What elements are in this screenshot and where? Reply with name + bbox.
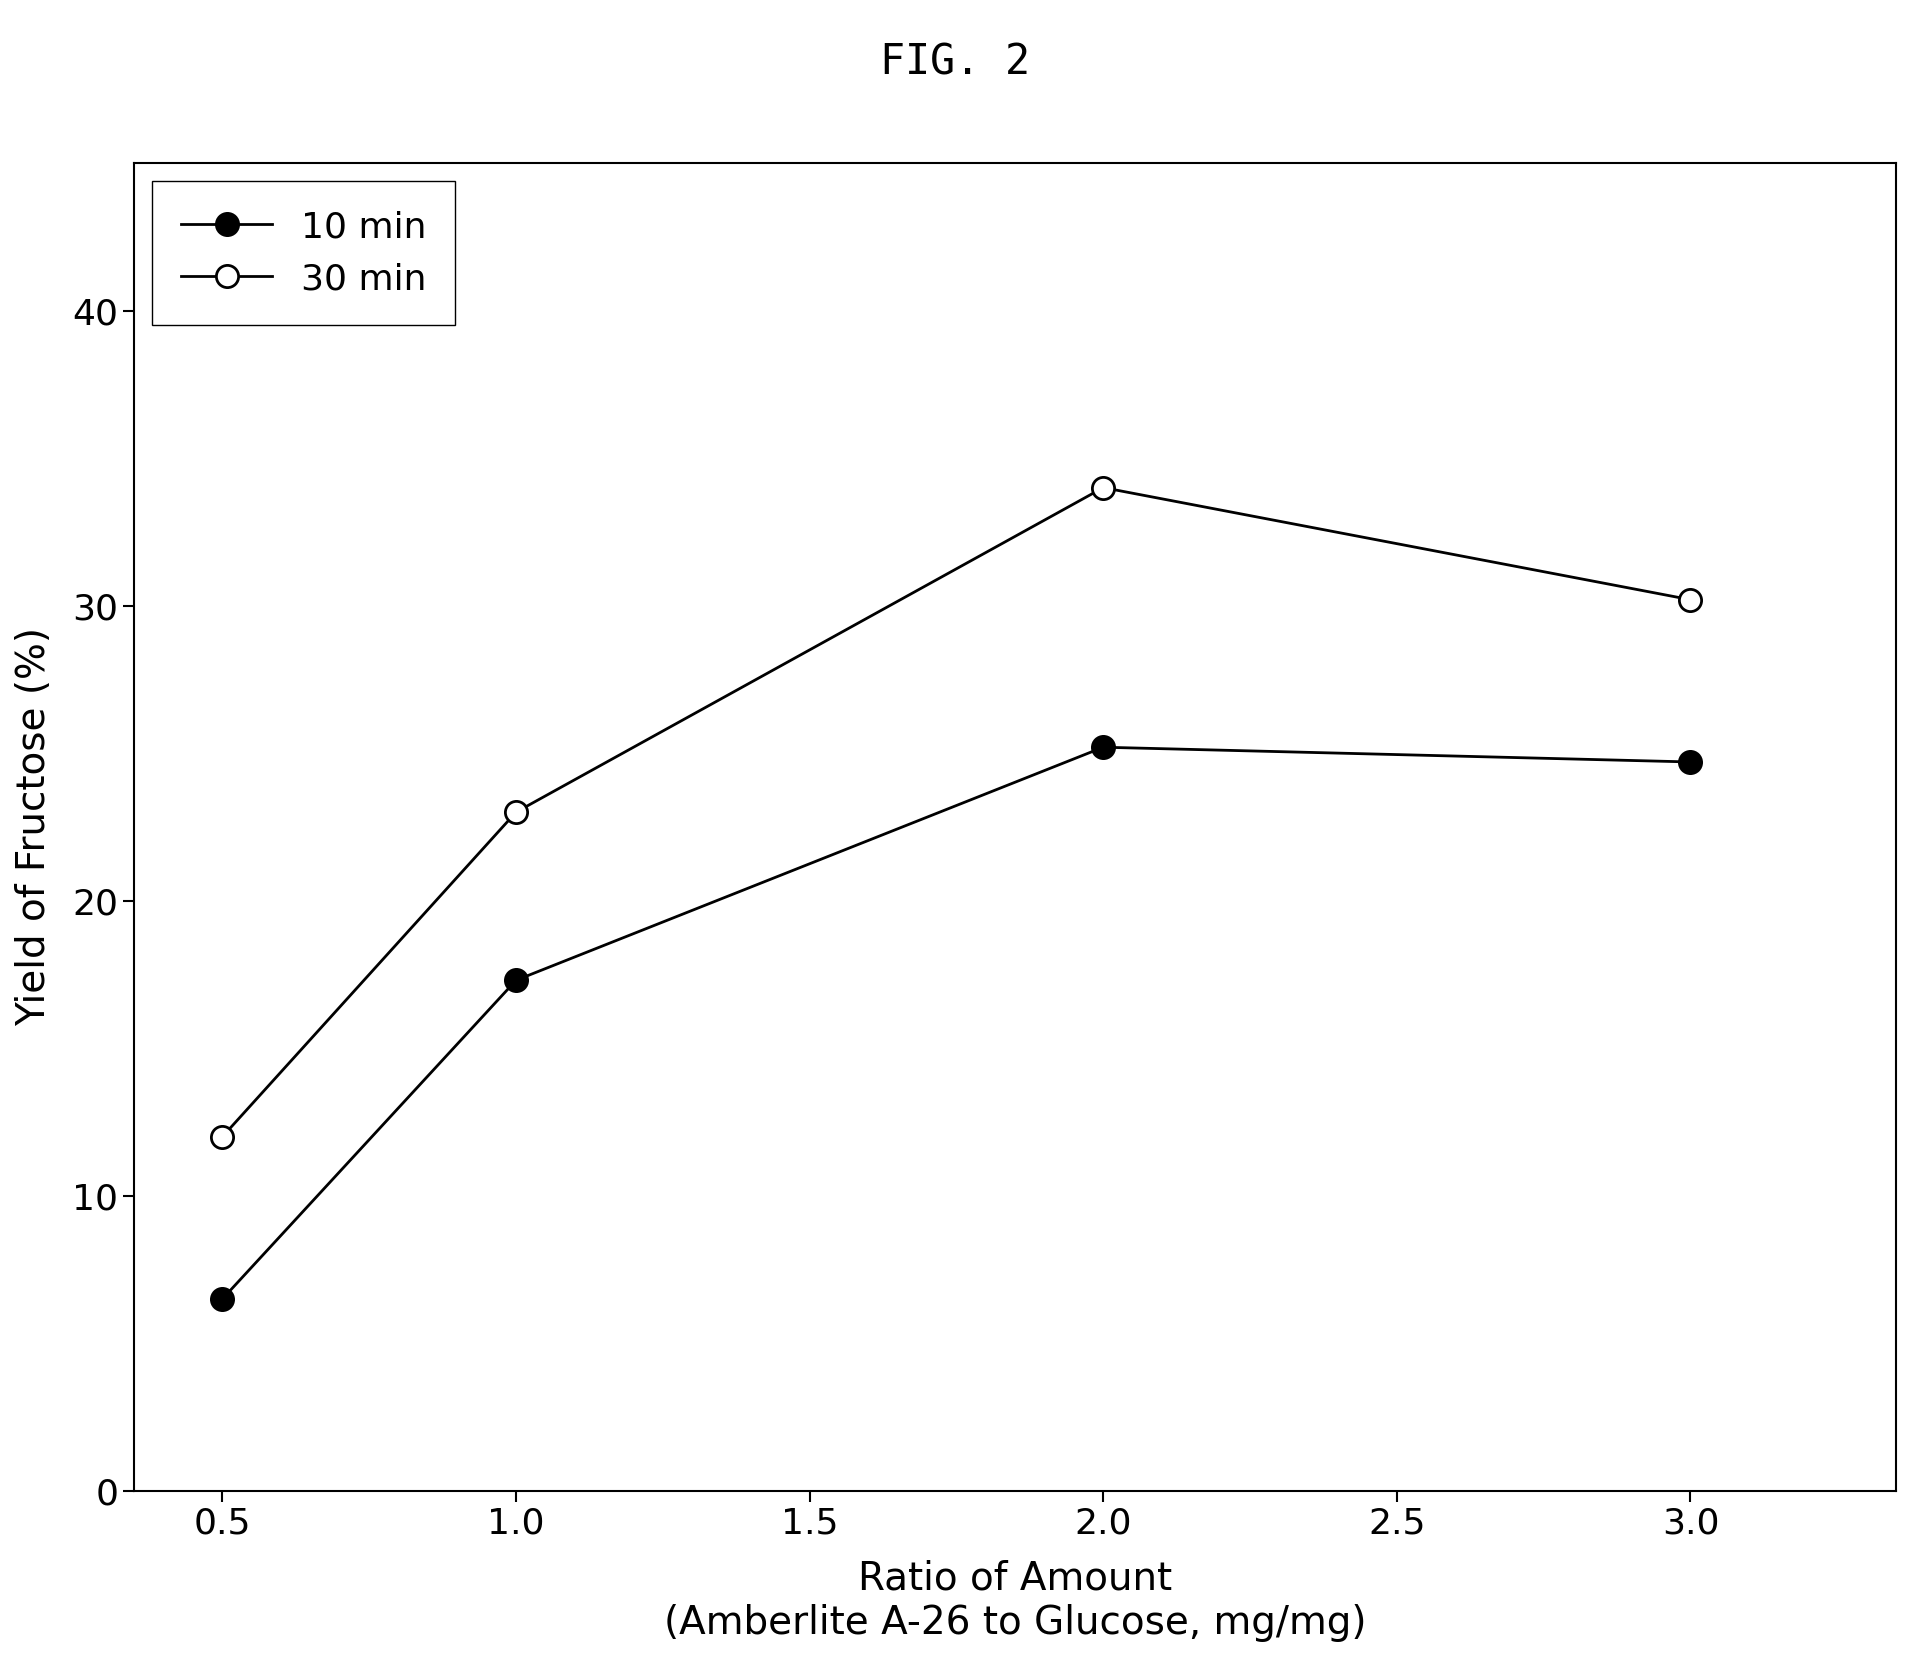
30 min	[505, 802, 527, 822]
10 min	[1680, 752, 1703, 772]
Y-axis label: Yield of Fructose (%): Yield of Fructose (%)	[15, 628, 54, 1026]
30 min	[1680, 590, 1703, 610]
10 min	[210, 1289, 233, 1309]
10 min	[505, 971, 527, 991]
Line: 30 min: 30 min	[212, 477, 1701, 1148]
X-axis label: Ratio of Amount
(Amberlite A-26 to Glucose, mg/mg): Ratio of Amount (Amberlite A-26 to Gluco…	[663, 1559, 1366, 1642]
10 min	[1091, 737, 1114, 757]
Line: 10 min: 10 min	[212, 736, 1701, 1311]
30 min	[210, 1127, 233, 1147]
Legend: 10 min, 30 min: 10 min, 30 min	[153, 181, 455, 325]
30 min	[1091, 477, 1114, 497]
Text: FIG. 2: FIG. 2	[881, 41, 1030, 83]
